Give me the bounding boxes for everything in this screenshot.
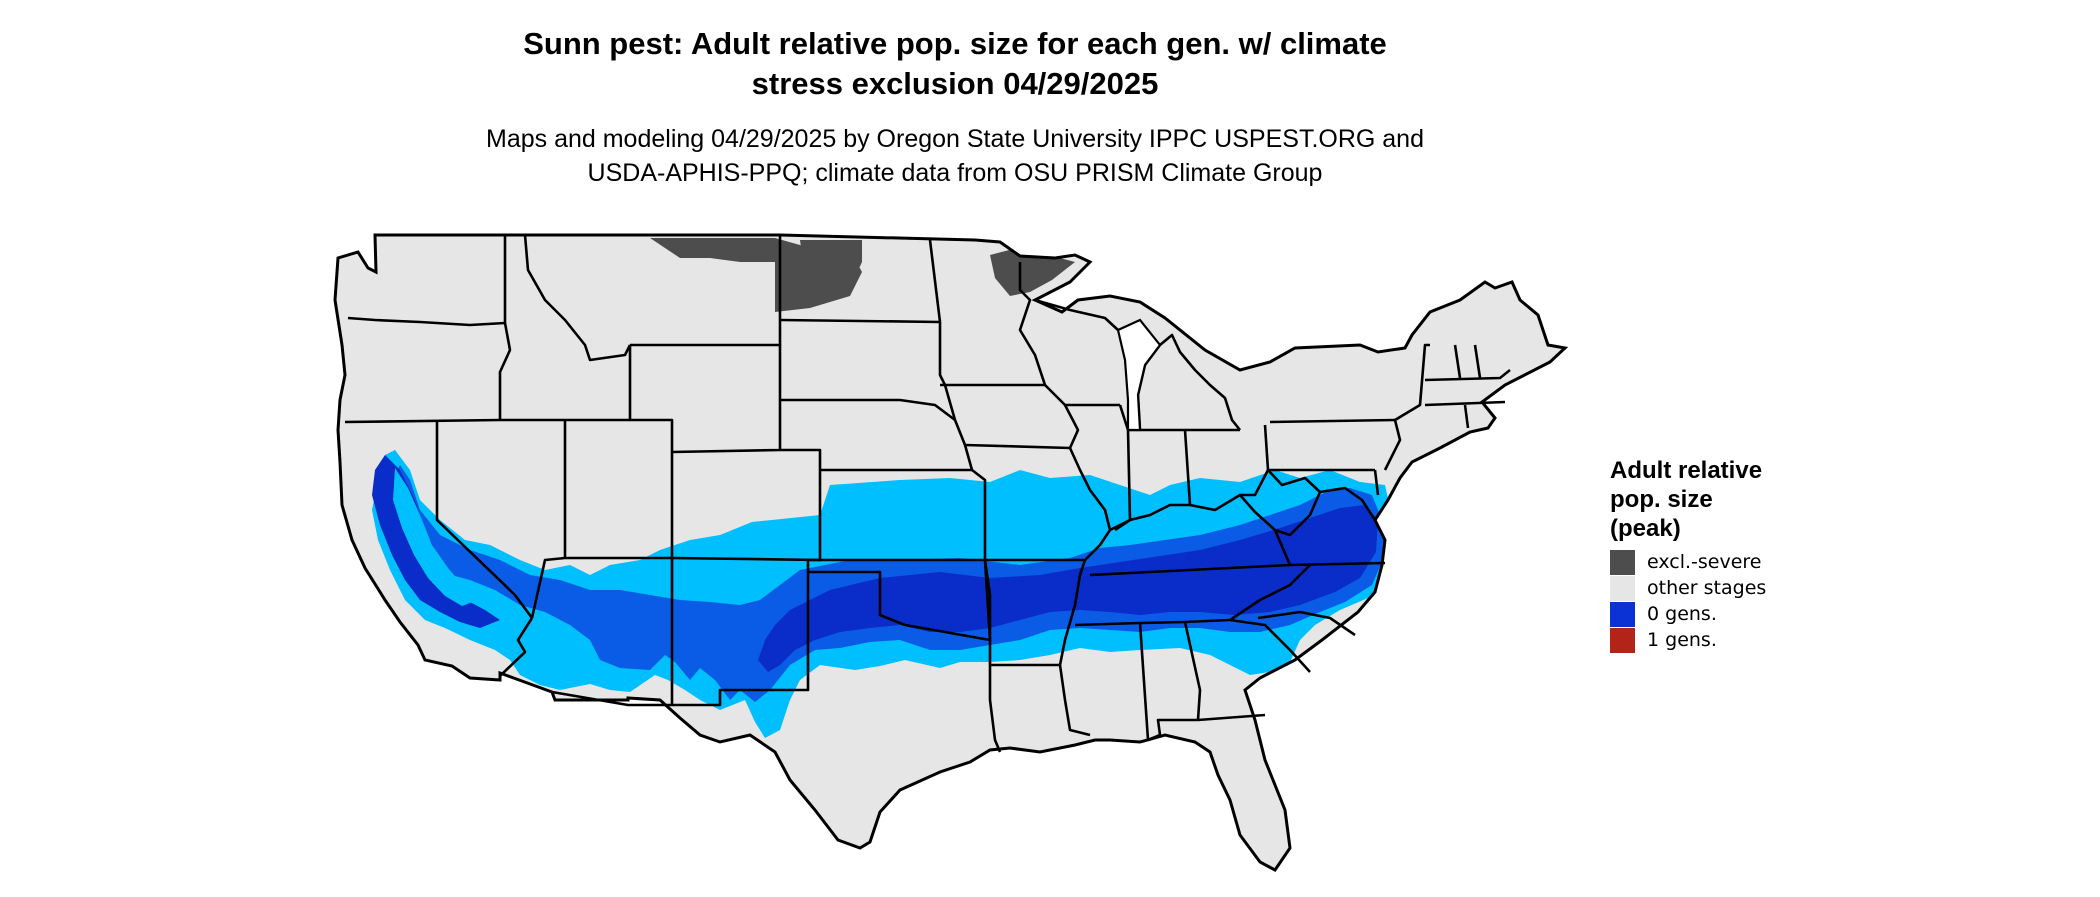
border-ca-az [499, 617, 534, 677]
border-ca-nv [435, 422, 534, 619]
border-ok-tx [808, 559, 992, 642]
border-ma-ct [1424, 400, 1506, 407]
border-ms-al [1138, 622, 1150, 741]
legend-item-other-stages: other stages [1610, 575, 1870, 601]
legend-title-line-3: (peak) [1610, 515, 1681, 542]
border-ia-il [1044, 384, 1080, 449]
border-wi-mi [1034, 298, 1119, 331]
border-sd-ne [780, 398, 956, 422]
border-id-mt [523, 234, 632, 362]
border-nc-va [1289, 561, 1386, 567]
dark-blue-band [758, 505, 1378, 672]
legend-title: Adult relative pop. size (peak) [1610, 456, 1870, 543]
map-subtitle: Maps and modeling 04/29/2025 by Oregon S… [330, 122, 1580, 190]
lake-michigan [1116, 318, 1162, 432]
border-ct-ri [1463, 404, 1470, 429]
border-nd-sd [779, 318, 941, 324]
map-legend: Adult relative pop. size (peak) excl.-se… [1610, 456, 1870, 653]
map-title: Sunn pest: Adult relative pop. size for … [330, 24, 1580, 104]
border-nd-mn [928, 239, 942, 323]
border-tn-nc [1229, 564, 1311, 622]
border-ar [990, 574, 1082, 667]
border-mo-il [1068, 447, 1112, 561]
border-mn-wi [1018, 262, 1047, 386]
border-or-id [498, 322, 512, 420]
legend-label: excl.-severe [1647, 551, 1762, 573]
border-wa-or [347, 316, 506, 327]
legend-swatch [1610, 549, 1635, 575]
model-overlay [372, 238, 1395, 738]
border-nj [1383, 419, 1402, 471]
border-de [1373, 469, 1380, 496]
border-ia-mo [964, 443, 1071, 450]
border-ky-tn [1089, 563, 1291, 577]
border-il-ky [1109, 518, 1131, 532]
legend-label: 1 gens. [1647, 629, 1717, 651]
border-ky-east [1189, 493, 1292, 566]
title-line-1: Sunn pest: Adult relative pop. size for … [523, 26, 1387, 61]
border-tn-south [1074, 618, 1231, 627]
border-nc-sc [1257, 610, 1356, 637]
border-nm [672, 558, 820, 707]
border-tx-la [988, 640, 1002, 753]
border-ma-vt-nh [1424, 368, 1511, 382]
border-ny-east [1394, 343, 1430, 422]
legend-item-excluded: excl.-severe [1610, 549, 1870, 575]
legend-item-zero-gens: 0 gens. [1610, 601, 1870, 627]
border-nv-az [530, 556, 566, 619]
legend-item-one-gens: 1 gens. [1610, 627, 1870, 653]
legend-swatch [1610, 627, 1635, 653]
border-sd-mn-ia [938, 322, 957, 421]
border-ga-sc [1229, 618, 1311, 673]
legend-title-line-1: Adult relative [1610, 457, 1763, 484]
legend-title-line-2: pop. size [1610, 486, 1713, 513]
border-oh-pa-wv [1240, 424, 1270, 497]
border-co [671, 448, 822, 562]
border-in-ky [1129, 503, 1190, 522]
border-ok-ar [983, 559, 992, 641]
excluded-region-north-dakota [800, 240, 862, 300]
border-nh-me [1473, 344, 1482, 379]
border-or-ca-nv [344, 418, 565, 424]
state-borders [344, 234, 1511, 753]
legend-swatch [1610, 601, 1635, 627]
california-light-zone [393, 468, 478, 606]
border-ks-mo [971, 468, 987, 560]
legend-label: 0 gens. [1647, 603, 1717, 625]
border-fl [1147, 713, 1266, 742]
border-md-va [1319, 486, 1377, 521]
title-line-2: stress exclusion 04/29/2025 [751, 66, 1159, 101]
subtitle-line-2: USDA-APHIS-PPQ; climate data from OSU PR… [587, 159, 1323, 187]
border-vt-nh [1453, 344, 1462, 379]
border-al-ga [1183, 621, 1202, 721]
subtitle-line-1: Maps and modeling 04/29/2025 by Oregon S… [486, 125, 1424, 153]
border-la-ms [1058, 664, 1091, 737]
legend-label: other stages [1647, 577, 1767, 599]
border-az-mexico [551, 690, 672, 707]
border-pa-ny [1269, 418, 1396, 424]
legend-swatch [1610, 575, 1635, 601]
